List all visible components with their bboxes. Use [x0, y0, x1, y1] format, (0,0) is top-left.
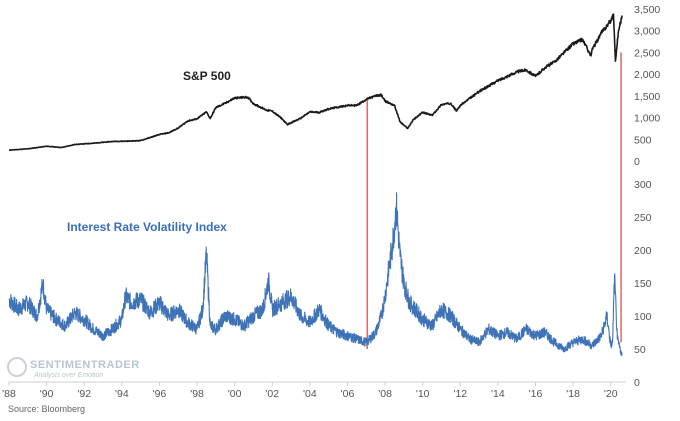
- irv-y-tick-label: 150: [634, 278, 652, 290]
- watermark-subtext: Analysis over Emotion: [33, 372, 103, 379]
- sp500-line: [8, 13, 623, 151]
- x-tick-label: '16: [529, 388, 543, 400]
- watermark-text: SENTIMENTRADER: [30, 359, 140, 371]
- irv-y-tick-label: 50: [634, 344, 646, 356]
- irv-series-label: Interest Rate Volatility Index: [67, 220, 227, 234]
- irv-y-tick-label: 300: [634, 179, 652, 191]
- irv-y-tick-label: 100: [634, 311, 652, 323]
- irv-line: [8, 192, 623, 356]
- x-tick-label: '88: [2, 388, 16, 400]
- watermark: SENTIMENTRADER Analysis over Emotion: [7, 357, 140, 379]
- axes: '88 '90 '92 '94 '96 '98 '00 '02 '04 '06 '08 '10 '12 '…: [2, 4, 660, 400]
- x-tick-label: '06: [341, 388, 355, 400]
- watermark-logo-icon: [7, 357, 27, 377]
- sp500-series-label: S&P 500: [183, 69, 231, 83]
- series-layer: [8, 13, 623, 356]
- irv-y-tick-label: 0: [634, 377, 640, 389]
- x-tick-label: '90: [40, 388, 54, 400]
- x-tick-label: '18: [566, 388, 580, 400]
- x-tick-label: '04: [303, 388, 317, 400]
- event-markers: [366, 52, 622, 349]
- sp500-y-tick-label: 2,500: [634, 47, 660, 59]
- sp500-y-tick-label: 3,500: [634, 4, 660, 16]
- x-tick-label: '02: [265, 388, 279, 400]
- source-note: Source: Bloomberg: [8, 404, 85, 414]
- sp500-y-tick-label: 0: [634, 156, 640, 168]
- x-tick-label: '94: [115, 388, 129, 400]
- x-tick-label: '00: [228, 388, 242, 400]
- x-tick-label: '92: [77, 388, 91, 400]
- sp500-y-tick-label: 500: [634, 134, 652, 146]
- sp500-y-tick-label: 3,000: [634, 26, 660, 38]
- sp500-y-tick-label: 2,000: [634, 69, 660, 81]
- x-tick-label: '96: [153, 388, 167, 400]
- irv-y-tick-label: 250: [634, 212, 652, 224]
- x-tick-label: '98: [190, 388, 204, 400]
- labels: S&P 500 Interest Rate Volatility Index S…: [8, 69, 231, 414]
- irv-y-tick-label: 200: [634, 245, 652, 257]
- x-tick-label: '08: [378, 388, 392, 400]
- sp500-y-tick-label: 1,500: [634, 91, 660, 103]
- x-tick-label: '12: [453, 388, 467, 400]
- x-tick-label: '10: [416, 388, 430, 400]
- x-tick-label: '20: [604, 388, 618, 400]
- x-tick-label: '14: [491, 388, 505, 400]
- sp500-y-tick-label: 1,000: [634, 113, 660, 125]
